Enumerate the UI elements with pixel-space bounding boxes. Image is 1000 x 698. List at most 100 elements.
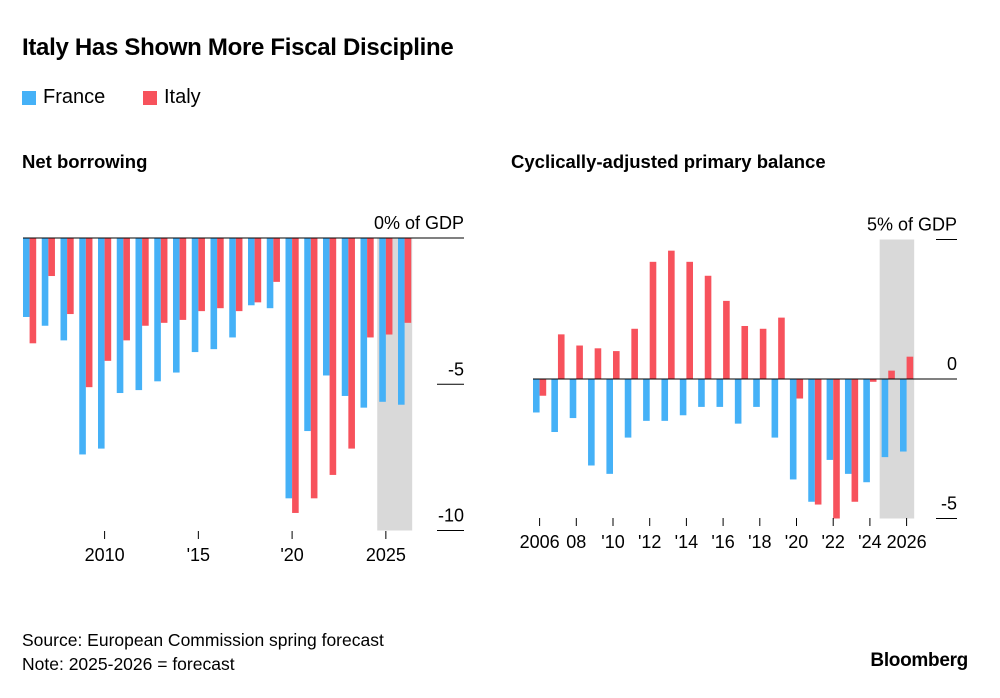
bar-france-2019 xyxy=(266,238,274,309)
bar-france-2022 xyxy=(323,238,330,376)
bloomberg-logo: Bloomberg xyxy=(870,650,968,671)
legend-label-france: France xyxy=(43,86,106,108)
bar-france-2007 xyxy=(41,238,49,326)
bar-france-2017 xyxy=(734,379,742,424)
bar-france-2023 xyxy=(341,238,349,396)
y-tick-label: 0% of GDP xyxy=(374,213,464,233)
bar-france-2024 xyxy=(360,238,368,408)
bar-italy-2023 xyxy=(348,238,355,449)
x-tick-label: '10 xyxy=(601,532,624,552)
bar-france-2022 xyxy=(826,379,834,460)
bar-italy-2008 xyxy=(576,345,583,379)
x-tick-label: 2025 xyxy=(366,545,406,565)
bar-italy-2019 xyxy=(273,238,280,282)
y-tick-label: -10 xyxy=(438,506,464,526)
source-note: Source: European Commission spring forec… xyxy=(22,630,384,650)
x-tick-label: 2026 xyxy=(887,532,927,552)
bar-france-2017 xyxy=(229,238,236,338)
x-tick-label: '20 xyxy=(280,545,303,565)
bar-france-2009 xyxy=(79,238,86,455)
x-tick-label: 08 xyxy=(566,532,586,552)
bar-france-2016 xyxy=(210,238,218,350)
bar-italy-2014 xyxy=(179,238,187,320)
bar-france-2020 xyxy=(285,238,293,499)
bar-italy-2012 xyxy=(142,238,149,326)
bar-france-2025 xyxy=(379,238,386,402)
x-tick-label: '22 xyxy=(821,532,844,552)
bar-italy-2008 xyxy=(67,238,74,315)
x-tick-label: 2006 xyxy=(520,532,560,552)
bar-italy-2016 xyxy=(723,300,730,379)
bar-italy-2026 xyxy=(404,238,412,323)
bar-italy-2025 xyxy=(385,238,393,335)
bar-italy-2015 xyxy=(198,238,205,312)
bar-italy-2022 xyxy=(833,379,840,519)
x-tick-label: '14 xyxy=(675,532,698,552)
legend-item-france: France xyxy=(22,86,105,109)
bar-france-2011 xyxy=(624,379,632,438)
bar-italy-2021 xyxy=(310,238,318,499)
bar-france-2014 xyxy=(679,379,687,416)
bar-italy-2009 xyxy=(594,348,602,379)
bar-italy-2020 xyxy=(292,238,299,513)
bar-italy-2011 xyxy=(123,238,130,341)
bar-italy-2024 xyxy=(367,238,374,338)
bar-italy-2012 xyxy=(649,261,657,379)
bar-italy-2011 xyxy=(631,328,638,379)
bar-italy-2007 xyxy=(48,238,55,277)
bar-italy-2022 xyxy=(329,238,337,475)
forecast-note: Note: 2025-2026 = forecast xyxy=(22,654,235,674)
bar-france-2016 xyxy=(716,379,724,407)
bar-france-2006 xyxy=(23,238,30,317)
bar-france-2024 xyxy=(863,379,870,483)
y-tick-label: -5 xyxy=(448,359,464,379)
bar-france-2018 xyxy=(248,238,255,306)
bar-italy-2019 xyxy=(778,317,785,379)
bar-italy-2010 xyxy=(104,238,112,361)
bar-italy-2018 xyxy=(759,328,767,379)
bar-france-2006 xyxy=(533,379,540,413)
x-tick-label: 2010 xyxy=(85,545,125,565)
bar-italy-2020 xyxy=(796,379,804,399)
bar-italy-2006 xyxy=(539,379,547,396)
chart-title: Italy Has Shown More Fiscal Discipline xyxy=(22,34,454,61)
x-tick-label: '15 xyxy=(187,545,210,565)
x-tick-label: '16 xyxy=(711,532,734,552)
bar-italy-2024 xyxy=(869,379,877,382)
bar-italy-2018 xyxy=(254,238,262,303)
bar-france-2021 xyxy=(304,238,311,432)
bar-france-2023 xyxy=(844,379,852,474)
x-tick-label: '20 xyxy=(785,532,808,552)
bar-france-2019 xyxy=(771,379,779,438)
left-panel-title: Net borrowing xyxy=(22,151,148,172)
bar-france-2026 xyxy=(398,238,405,405)
bar-france-2010 xyxy=(98,238,105,449)
bar-france-2013 xyxy=(154,238,161,382)
bar-italy-2007 xyxy=(557,334,565,379)
legend-swatch-france xyxy=(22,90,36,105)
x-tick-label: '18 xyxy=(748,532,771,552)
bar-france-2008 xyxy=(569,379,577,419)
bar-italy-2013 xyxy=(668,250,675,379)
bar-france-2015 xyxy=(698,379,705,407)
bar-italy-2021 xyxy=(814,379,822,505)
x-tick-label: '12 xyxy=(638,532,661,552)
bar-italy-2017 xyxy=(235,238,243,312)
bar-france-2015 xyxy=(191,238,199,353)
y-tick-label: 0 xyxy=(947,354,957,374)
bar-italy-2015 xyxy=(704,275,712,379)
bar-italy-2017 xyxy=(741,325,749,379)
bar-italy-2009 xyxy=(85,238,93,388)
bar-france-2010 xyxy=(606,379,613,474)
bar-italy-2016 xyxy=(217,238,224,309)
bar-italy-2006 xyxy=(29,238,37,344)
bar-france-2008 xyxy=(60,238,68,341)
legend-label-italy: Italy xyxy=(164,86,201,108)
bar-france-2026 xyxy=(900,379,907,452)
y-tick-label: 5% of GDP xyxy=(867,215,957,235)
bar-france-2018 xyxy=(753,379,760,407)
y-tick-label: -5 xyxy=(941,494,957,514)
bar-france-2013 xyxy=(661,379,669,421)
